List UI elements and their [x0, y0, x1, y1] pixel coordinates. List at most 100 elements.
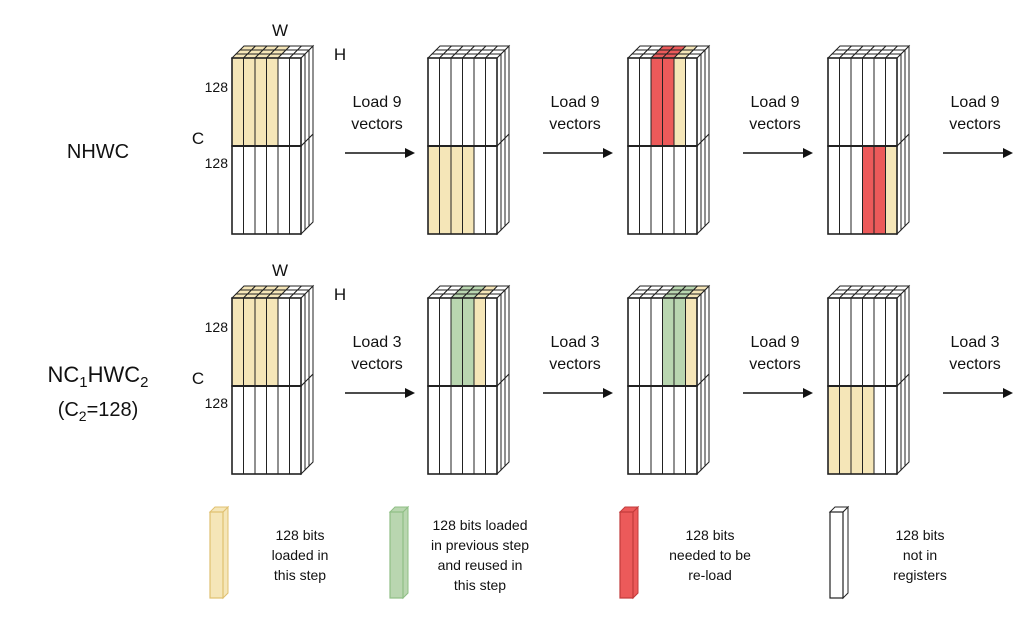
legend-swatch-reused — [389, 511, 404, 599]
tensor-nc1hwc2-step-1 — [230, 284, 315, 476]
cube-front-cell — [277, 297, 290, 387]
arrow-label-line2: vectors — [351, 116, 403, 133]
cube-front-cell — [662, 57, 675, 147]
legend-text-line: and reused in — [438, 557, 523, 573]
legend-text-line: not in — [903, 547, 937, 563]
legend-text-line: 128 bits — [275, 527, 324, 543]
cube-front-cell — [427, 297, 440, 387]
cube-front-cell — [439, 385, 452, 475]
cube-front-cell — [473, 297, 486, 387]
cube-front-cell — [277, 385, 290, 475]
cube-front-cell — [254, 385, 267, 475]
cube-front-cell — [231, 297, 244, 387]
cube-side-cell — [504, 132, 510, 228]
cube-front-cell — [862, 385, 875, 475]
legend-text-line: re-load — [688, 567, 732, 583]
arrow-label-line2: vectors — [749, 356, 801, 373]
cube-front-cell — [243, 57, 256, 147]
cube-front-cell — [873, 57, 886, 147]
legend-text-line: 128 bits — [895, 527, 944, 543]
arrow-label-line2: vectors — [549, 356, 601, 373]
cube-front-cell — [827, 57, 840, 147]
cube-side-cell — [700, 376, 706, 472]
axis-label-c: C — [192, 129, 204, 148]
arrow-nhwc-3: Load 9 vectors — [743, 94, 813, 158]
arrow-label-line1: Load 9 — [353, 94, 402, 111]
cube-front-cell — [439, 57, 452, 147]
cube-front-cell — [850, 385, 863, 475]
cube-front-cell — [627, 145, 640, 235]
legend-item-reload: 128 bits needed to be re-load — [618, 505, 751, 600]
cube-front-cell — [462, 297, 475, 387]
cube-side-cell — [504, 372, 510, 468]
top-block-size: 128 — [205, 79, 229, 95]
cube-front-cell — [427, 145, 440, 235]
cube-side-cell — [900, 48, 906, 144]
cube-front-cell — [266, 57, 279, 147]
arrow-nhwc-4: Load 9 vectors — [943, 94, 1013, 158]
cube-front-cell — [827, 145, 840, 235]
cube-front-cell — [650, 145, 663, 235]
axis-label-h: H — [334, 45, 346, 64]
cube-front-cell — [277, 57, 290, 147]
cube-front-cell — [639, 385, 652, 475]
cube-front-cell — [485, 145, 498, 235]
cube-front-cell — [673, 145, 686, 235]
cube-front-cell — [289, 57, 302, 147]
cube-front-cell — [839, 297, 852, 387]
cube-front-cell — [266, 145, 279, 235]
cube-front-cell — [885, 385, 898, 475]
tensor-nc1hwc2-step-3 — [626, 284, 711, 476]
arrow-nc1hwc2-4: Load 3 vectors — [943, 334, 1013, 398]
cube-front-cell — [243, 297, 256, 387]
cube-front-cell — [289, 385, 302, 475]
legend-swatch-empty — [829, 511, 844, 599]
arrow-label-line2: vectors — [949, 356, 1001, 373]
arrow-label-line2: vectors — [351, 356, 403, 373]
cube-front-cell — [243, 385, 256, 475]
cube-side-cell — [700, 288, 706, 384]
axis-label-c: C — [192, 369, 204, 388]
cube-side-cell — [704, 372, 710, 468]
cube-side-cell — [308, 284, 314, 380]
arrow-nhwc-1: Load 9 vectors — [345, 94, 415, 158]
cube-front-cell — [254, 57, 267, 147]
cube-side-cell — [904, 284, 910, 380]
cube-front-cell — [254, 297, 267, 387]
cube-front-cell — [627, 57, 640, 147]
cube-side-cell — [500, 136, 506, 232]
cube-front-cell — [289, 145, 302, 235]
cube-side-cell — [308, 44, 314, 140]
arrow-label-line1: Load 9 — [551, 94, 600, 111]
cube-front-cell — [473, 385, 486, 475]
cube-side-cell — [308, 132, 314, 228]
cube-front-cell — [662, 385, 675, 475]
cube-front-cell — [627, 385, 640, 475]
cube-side-cell — [308, 372, 314, 468]
cube-front-cell — [650, 385, 663, 475]
cube-front-cell — [627, 297, 640, 387]
cube-front-cell — [650, 57, 663, 147]
cube-front-cell — [862, 297, 875, 387]
tensor-nhwc-step-3 — [626, 44, 711, 236]
cube-front-cell — [850, 297, 863, 387]
axis-label-w: W — [272, 21, 288, 40]
legend-text-line: this step — [454, 577, 506, 593]
cube-side-cell — [900, 288, 906, 384]
legend-text-line: needed to be — [669, 547, 751, 563]
arrow-label-line2: vectors — [749, 116, 801, 133]
bottom-block-size: 128 — [205, 155, 229, 171]
cube-front-cell — [673, 297, 686, 387]
cube-front-cell — [231, 57, 244, 147]
arrow-label-line1: Load 9 — [751, 94, 800, 111]
cube-front-cell — [231, 145, 244, 235]
arrow-nc1hwc2-1: Load 3 vectors — [345, 334, 415, 398]
cube-front-cell — [439, 145, 452, 235]
cube-front-cell — [862, 57, 875, 147]
cube-side-cell — [500, 48, 506, 144]
legend-text-line: registers — [893, 567, 947, 583]
cube-front-cell — [289, 297, 302, 387]
layout-label-c2-value: (C2=128) — [58, 399, 139, 424]
arrow-label-line1: Load 3 — [551, 334, 600, 351]
cube-front-cell — [839, 57, 852, 147]
